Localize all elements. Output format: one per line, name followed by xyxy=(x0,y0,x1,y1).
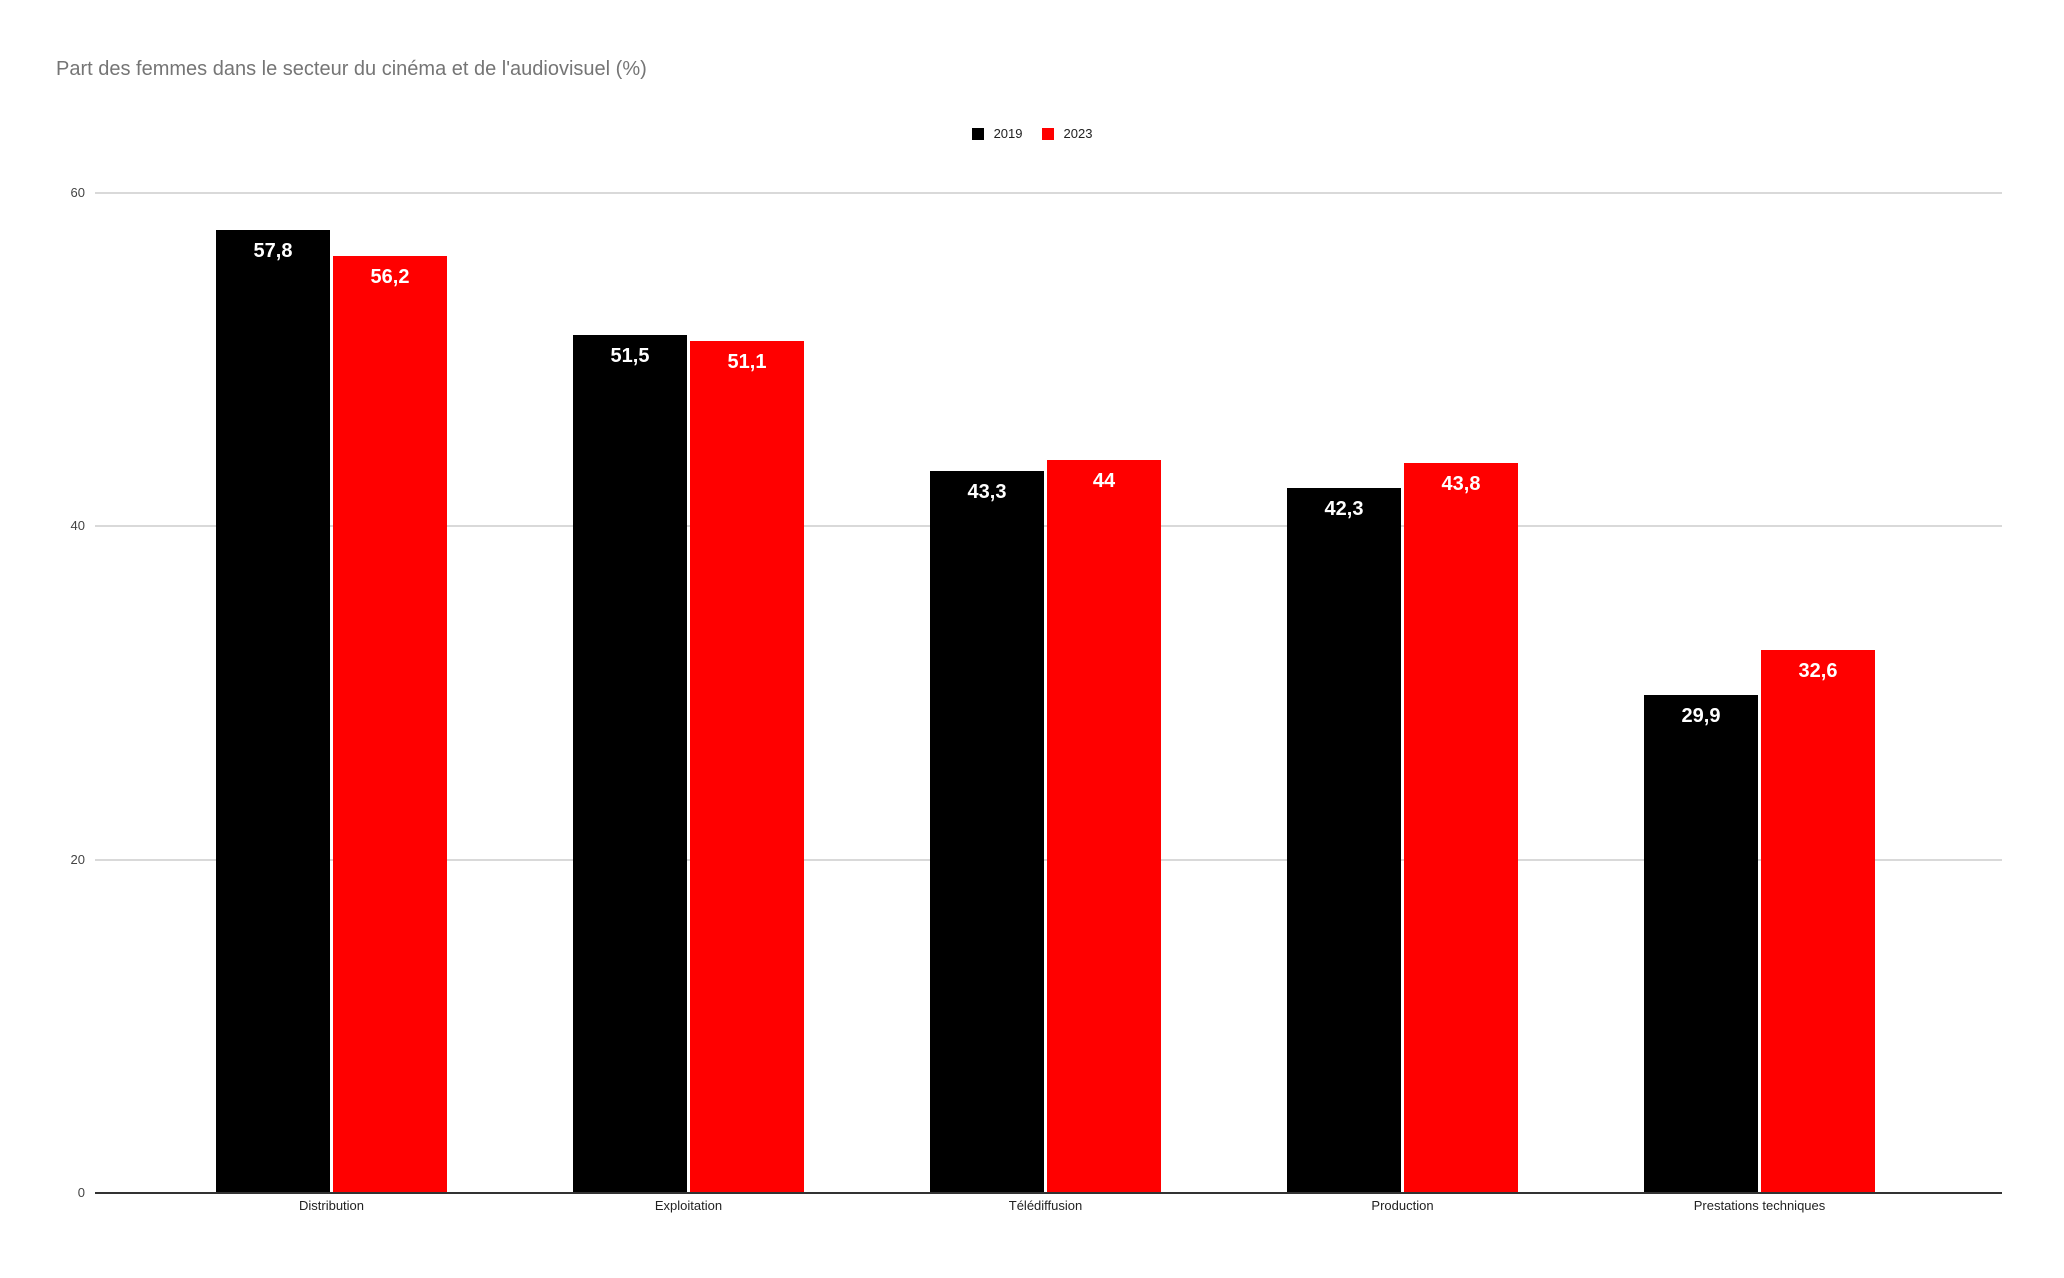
bar-value-label: 56,2 xyxy=(370,266,410,289)
legend-item-2023[interactable]: 2023 xyxy=(1041,126,1093,141)
legend-item-2019[interactable]: 2019 xyxy=(971,126,1023,141)
bar-2019-prestations-techniques[interactable]: 29,9 xyxy=(1644,694,1758,1193)
bar-value-label: 42,3 xyxy=(1324,498,1364,520)
y-axis-tick-label-0: 0 xyxy=(77,1185,85,1200)
chart-title: Part des femmes dans le secteur du ciném… xyxy=(56,58,647,80)
bar-value-label: 29,9 xyxy=(1681,704,1721,727)
x-axis-label-télédiffusion: Télédiffusion xyxy=(1008,1198,1083,1213)
bar-value-label: 43,3 xyxy=(967,481,1007,504)
bar-2023-exploitation[interactable]: 51,1 xyxy=(690,341,804,1193)
bar-2019-télédiffusion[interactable]: 43,3 xyxy=(930,471,1044,1193)
bar-value-label: 51,5 xyxy=(610,344,650,367)
x-axis-label-distribution: Distribution xyxy=(298,1198,365,1213)
legend-swatch-icon xyxy=(1041,128,1054,140)
bar-value-label: 44 xyxy=(1092,469,1116,492)
bar-2019-distribution[interactable]: 57,8 xyxy=(216,229,330,1193)
bar-2019-production[interactable]: 42,3 xyxy=(1287,488,1401,1193)
bar-2023-production[interactable]: 43,8 xyxy=(1404,463,1518,1193)
y-axis-tick-label-40: 40 xyxy=(70,518,85,534)
bar-2019-exploitation[interactable]: 51,5 xyxy=(573,334,687,1193)
x-axis-label-exploitation: Exploitation xyxy=(654,1198,723,1213)
bar-2023-distribution[interactable]: 56,2 xyxy=(333,256,447,1193)
bar-value-label: 43,8 xyxy=(1441,473,1481,495)
bar-2023-télédiffusion[interactable]: 44 xyxy=(1047,459,1161,1193)
x-axis-line xyxy=(95,1192,2002,1194)
legend-item-label: 2023 xyxy=(1063,126,1093,141)
legend-item-label: 2019 xyxy=(993,126,1023,141)
bar-value-label: 32,6 xyxy=(1798,659,1838,682)
bar-value-label: 51,1 xyxy=(727,351,767,374)
x-axis-label-production: Production xyxy=(1371,1198,1434,1213)
bar-value-label: 57,8 xyxy=(253,239,293,262)
legend-swatch-icon xyxy=(971,128,984,140)
bar-2023-prestations-techniques[interactable]: 32,6 xyxy=(1761,649,1875,1193)
y-axis-tick-label-20: 20 xyxy=(70,851,85,867)
gridline-60 xyxy=(95,192,2002,194)
x-axis-label-prestations-techniques: Prestations techniques xyxy=(1693,1198,1826,1213)
legend: 2019 2023 xyxy=(0,127,2064,141)
y-axis-tick-label-60: 60 xyxy=(70,185,85,200)
